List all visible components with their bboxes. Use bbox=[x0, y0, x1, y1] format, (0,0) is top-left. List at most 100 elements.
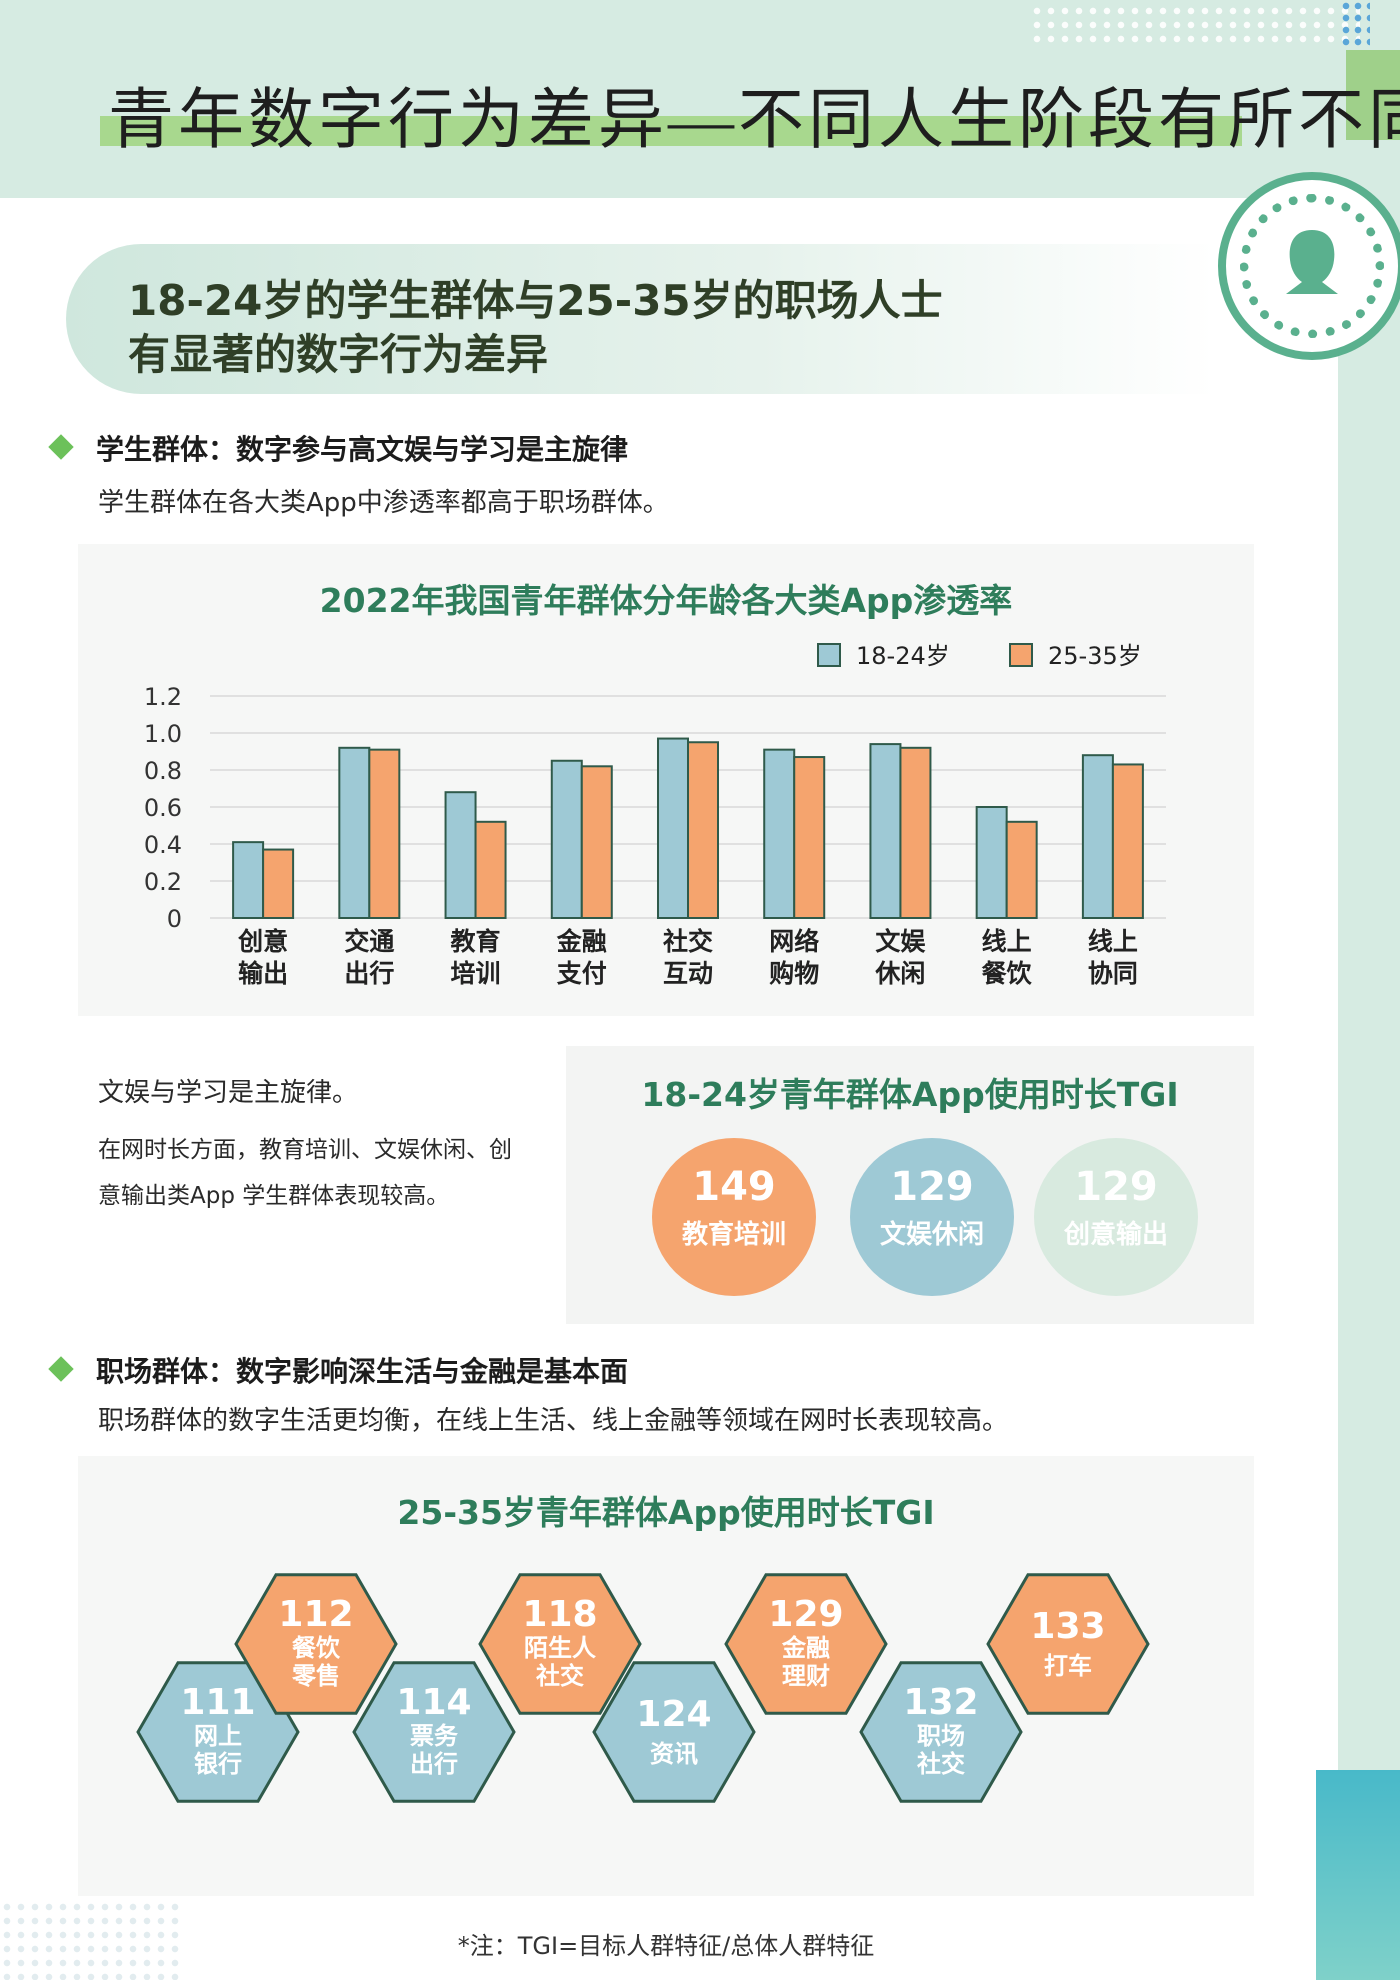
tgi-label: 网上 bbox=[194, 1722, 242, 1750]
tgi-value: 129 bbox=[1074, 1164, 1158, 1210]
bar bbox=[368, 748, 401, 919]
headline-line-2: 有显著的数字行为差异 bbox=[128, 330, 549, 379]
decorative-dots bbox=[0, 1900, 180, 1980]
y-tick-label: 1.0 bbox=[144, 720, 182, 748]
x-tick-label: 交通 bbox=[344, 927, 394, 956]
tgi-label: 陌生人 bbox=[524, 1634, 596, 1662]
x-tick-label: 线上 bbox=[1088, 927, 1138, 956]
tgi-label: 社交 bbox=[536, 1662, 584, 1690]
tgi-label: 餐饮 bbox=[292, 1634, 341, 1662]
bar bbox=[444, 791, 477, 919]
bar bbox=[262, 848, 295, 919]
y-tick-label: 0.6 bbox=[144, 794, 182, 822]
x-tick-label: 金融 bbox=[556, 927, 607, 956]
x-tick-label: 创意 bbox=[237, 927, 288, 956]
x-tick-label: 出行 bbox=[344, 959, 394, 988]
tgi-value: 114 bbox=[396, 1682, 471, 1723]
tgi-label: 教育培训 bbox=[681, 1220, 786, 1250]
title-highlight bbox=[100, 116, 1242, 146]
decorative-dots bbox=[1030, 4, 1360, 44]
work-subtext: 职场群体的数字生活更均衡，在线上生活、线上金融等领域在网时长表现较高。 bbox=[98, 1406, 1009, 1436]
bar bbox=[550, 759, 583, 919]
decorative-corner bbox=[1346, 50, 1400, 140]
y-tick-label: 0.8 bbox=[144, 757, 182, 785]
student-section-heading: 学生群体：数字参与高文娱与学习是主旋律 bbox=[48, 428, 628, 468]
x-tick-label: 休闲 bbox=[874, 959, 925, 988]
tgi-bubble: 129 创意输出 bbox=[1034, 1138, 1198, 1296]
tgi-label: 银行 bbox=[194, 1750, 242, 1778]
tgi-value: 133 bbox=[1030, 1606, 1105, 1647]
x-tick-label: 培训 bbox=[451, 959, 501, 988]
page-title: 青年数字行为差异—不同人生阶段有所不同 bbox=[108, 84, 1400, 157]
tgi-label: 金融 bbox=[781, 1634, 830, 1662]
x-tick-label: 购物 bbox=[769, 959, 819, 988]
tgi-label: 社交 bbox=[917, 1750, 965, 1778]
bar bbox=[869, 743, 902, 919]
headline-banner bbox=[66, 244, 1216, 394]
x-tick-label: 教育 bbox=[451, 927, 501, 956]
badge-ring bbox=[1240, 194, 1384, 338]
tgi-label: 零售 bbox=[291, 1662, 340, 1690]
bar bbox=[793, 756, 826, 919]
decorative-strip bbox=[1316, 1770, 1400, 1980]
tgi-hexagon bbox=[592, 1661, 756, 1803]
footnote: *注：TGI=目标人群特征/总体人群特征 bbox=[457, 1932, 875, 1960]
x-tick-label: 输出 bbox=[238, 959, 288, 988]
tgi-label: 文娱休闲 bbox=[879, 1220, 984, 1250]
tgi-value: 112 bbox=[278, 1594, 353, 1635]
diamond-bullet-icon bbox=[48, 434, 74, 460]
bar bbox=[474, 820, 507, 919]
student-tgi-title: 18-24岁青年群体App使用时长TGI bbox=[641, 1075, 1179, 1114]
tgi-label: 打车 bbox=[1044, 1652, 1092, 1680]
tgi-value: 149 bbox=[692, 1164, 776, 1210]
tgi-value: 111 bbox=[180, 1682, 255, 1723]
diamond-bullet-icon bbox=[48, 1356, 74, 1382]
chart-title: 2022年我国青年群体分年龄各大类App渗透率 bbox=[319, 581, 1013, 620]
headline: 18-24岁的学生群体与25-35岁的职场人士 有显著的数字行为差异 bbox=[128, 274, 943, 382]
bar bbox=[1111, 763, 1144, 919]
tgi-label: 理财 bbox=[782, 1662, 830, 1690]
bar bbox=[657, 737, 689, 919]
x-tick-label: 文娱 bbox=[875, 927, 926, 956]
work-heading-text: 职场群体：数字影响深生活与金融是基本面 bbox=[96, 1355, 629, 1388]
bar bbox=[687, 741, 719, 919]
tgi-value: 118 bbox=[522, 1594, 597, 1635]
tgi-hexagon bbox=[859, 1661, 1023, 1803]
x-tick-label: 线上 bbox=[982, 927, 1032, 956]
user-badge bbox=[1218, 172, 1400, 360]
student-note-title: 文娱与学习是主旋律。 bbox=[98, 1078, 359, 1108]
tgi-label: 职场 bbox=[917, 1722, 965, 1750]
student-note-body: 在网时长方面，教育培训、文娱休闲、创意输出类App 学生群体表现较高。 bbox=[98, 1137, 512, 1209]
bar bbox=[338, 746, 371, 919]
decorative-dots bbox=[1340, 0, 1370, 48]
tgi-hexagon bbox=[724, 1573, 888, 1715]
tgi-hexagon bbox=[478, 1573, 642, 1715]
student-note: 文娱与学习是主旋律。 在网时长方面，教育培训、文娱休闲、创意输出类App 学生群… bbox=[98, 1072, 518, 1219]
x-tick-label: 协同 bbox=[1088, 959, 1138, 988]
bar bbox=[1081, 754, 1114, 919]
x-tick-label: 餐饮 bbox=[982, 959, 1033, 988]
legend-swatch bbox=[817, 643, 841, 667]
y-tick-label: 0 bbox=[167, 905, 182, 933]
tgi-hexagon bbox=[136, 1661, 300, 1803]
bar bbox=[899, 746, 932, 919]
tgi-value: 129 bbox=[890, 1164, 974, 1210]
work-section-heading: 职场群体：数字影响深生活与金融是基本面 bbox=[48, 1350, 629, 1390]
work-tgi-title: 25-35岁青年群体App使用时长TGI bbox=[397, 1493, 935, 1532]
bar bbox=[232, 841, 265, 919]
student-subtext: 学生群体在各大类App中渗透率都高于职场群体。 bbox=[98, 488, 669, 518]
decorative-strip bbox=[1338, 190, 1400, 1770]
tgi-value: 132 bbox=[903, 1682, 978, 1723]
bar bbox=[1005, 820, 1038, 919]
tgi-label: 票务 bbox=[410, 1722, 459, 1750]
y-tick-label: 0.2 bbox=[144, 868, 182, 896]
tgi-hexagon bbox=[234, 1573, 398, 1715]
legend-label: 18-24岁 bbox=[856, 642, 950, 670]
y-tick-label: 1.2 bbox=[144, 683, 182, 711]
bar bbox=[763, 748, 796, 919]
tgi-label: 资讯 bbox=[650, 1740, 698, 1768]
tgi-value: 129 bbox=[768, 1594, 843, 1635]
tgi-hexagon bbox=[352, 1661, 516, 1803]
y-tick-label: 0.4 bbox=[144, 831, 182, 859]
